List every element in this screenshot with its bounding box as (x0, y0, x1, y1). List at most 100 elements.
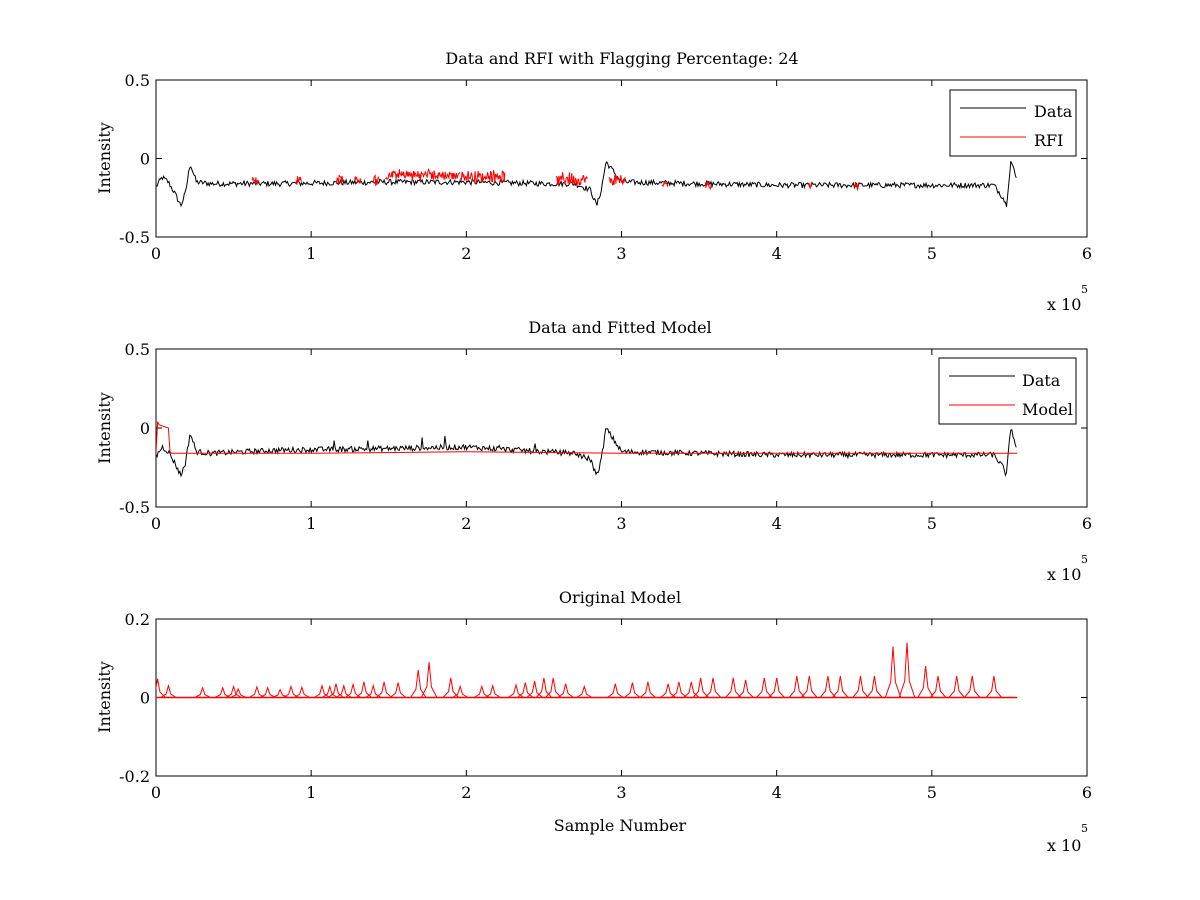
series-rfi-line (807, 182, 813, 190)
model-peak (484, 683, 501, 698)
series-data-line (156, 428, 1017, 478)
model-peak (282, 684, 300, 698)
x-tick-label: 0 (151, 783, 161, 802)
subplot-title: Data and RFI with Flagging Percentage: 2… (445, 49, 798, 68)
series-rfi-line (853, 182, 860, 192)
model-peak (852, 675, 869, 698)
model-peak (692, 677, 709, 698)
model-peak (194, 686, 211, 698)
model-peak (756, 677, 773, 698)
x-multiplier-exponent: 5 (1081, 553, 1088, 566)
series-rfi-line (661, 179, 669, 188)
x-tick-label: 1 (306, 514, 316, 533)
model-peak (389, 682, 407, 698)
x-tick-label: 3 (616, 514, 626, 533)
plot-content (156, 642, 1018, 699)
x-tick-label: 4 (772, 244, 782, 263)
model-peak (321, 684, 338, 698)
legend-box (938, 357, 1077, 425)
model-peak (160, 683, 177, 698)
model-peak (442, 677, 459, 698)
model-peak (607, 683, 624, 698)
y-tick-label: 0.2 (125, 610, 150, 629)
x-tick-label: 4 (772, 514, 782, 533)
plot-area: 0 1 2 3 4 5 6-0.200.2 (119, 610, 1092, 802)
y-axis-label: Intensity (95, 392, 114, 464)
x-tick-label: 0 (151, 514, 161, 533)
model-peak (557, 683, 574, 698)
model-peak (248, 685, 265, 698)
x-tick-label: 2 (461, 514, 471, 533)
y-tick-label: -0.2 (119, 767, 150, 786)
model-peak (624, 682, 641, 698)
model-peak (788, 675, 805, 698)
series-rfi-line (608, 174, 626, 187)
model-peak (156, 678, 166, 698)
model-peak (375, 681, 393, 698)
model-peak (535, 677, 553, 698)
series-rfi-line (295, 176, 303, 185)
series-rfi-line (372, 174, 380, 186)
x-multiplier-base: x 10 (1047, 295, 1081, 314)
legend: Data Model (938, 357, 1077, 425)
legend-label-model: Model (1022, 400, 1073, 419)
x-tick-label: 5 (927, 514, 937, 533)
model-peak (659, 683, 677, 698)
x-tick-label: 1 (306, 244, 316, 263)
x-tick-label: 2 (461, 783, 471, 802)
model-peak (452, 684, 469, 698)
y-tick-label: -0.5 (119, 228, 150, 247)
legend-label-rfi: RFI (1034, 131, 1063, 150)
series-data-line (156, 160, 1017, 208)
legend-label-data: Data (1034, 102, 1073, 121)
y-tick-label: 0.5 (125, 71, 150, 90)
model-peak (768, 677, 785, 698)
subplot-title: Original Model (559, 588, 681, 607)
model-peak (214, 686, 231, 698)
series-rfi-line (385, 168, 461, 182)
subplot-rfi: Data and RFI with Flagging Percentage: 2… (95, 49, 1092, 314)
x-tick-label: 3 (616, 783, 626, 802)
model-peak (293, 685, 310, 698)
y-tick-label: 0 (140, 150, 150, 169)
legend: Data RFI (949, 89, 1077, 157)
model-peak (819, 675, 836, 698)
model-peak (639, 681, 656, 698)
subplot-original-model: Original Model Intensity 0 1 2 3 4 5 6-0.200.2… (95, 588, 1092, 855)
y-axis-label: Intensity (95, 122, 114, 194)
y-axis-label: Intensity (95, 661, 114, 733)
model-peak (866, 675, 883, 698)
model-peak (704, 677, 722, 698)
series-rfi-line (555, 172, 588, 186)
x-tick-label: 6 (1082, 514, 1092, 533)
series-rfi-line (354, 176, 362, 184)
model-peak (272, 688, 289, 698)
subplot-fitted-model: Data and Fitted Model Intensity 0 1 2 3 4 5 6 -… (95, 318, 1092, 584)
model-peak (230, 687, 247, 698)
model-peak (545, 677, 562, 698)
plot-area: 0 1 2 3 4 5 6-0.500.5 (119, 340, 1092, 533)
model-peak (929, 675, 947, 698)
series-rfi-line (459, 170, 506, 184)
subplot-title: Data and Fitted Model (528, 318, 711, 337)
model-peak (948, 675, 965, 698)
x-tick-label: 5 (927, 783, 937, 802)
series-rfi-line (335, 174, 344, 185)
x-tick-label: 6 (1082, 783, 1092, 802)
model-peak (884, 646, 902, 698)
plot-content (156, 421, 1018, 478)
series-rfi-line (251, 177, 259, 186)
model-peak (473, 684, 490, 698)
x-tick-label: 2 (461, 244, 471, 263)
model-peak (355, 681, 373, 698)
y-tick-label: 0.5 (125, 340, 150, 359)
x-tick-label: 0 (151, 244, 161, 263)
model-peak (737, 679, 754, 698)
plot-area: 0 1 2 3 4 5 6-0.500.5 (119, 71, 1092, 263)
model-peak (917, 666, 934, 698)
model-peak (345, 682, 362, 698)
model-peak (985, 675, 1003, 698)
y-tick-label: -0.5 (119, 498, 150, 517)
legend-label-data: Data (1022, 371, 1061, 390)
